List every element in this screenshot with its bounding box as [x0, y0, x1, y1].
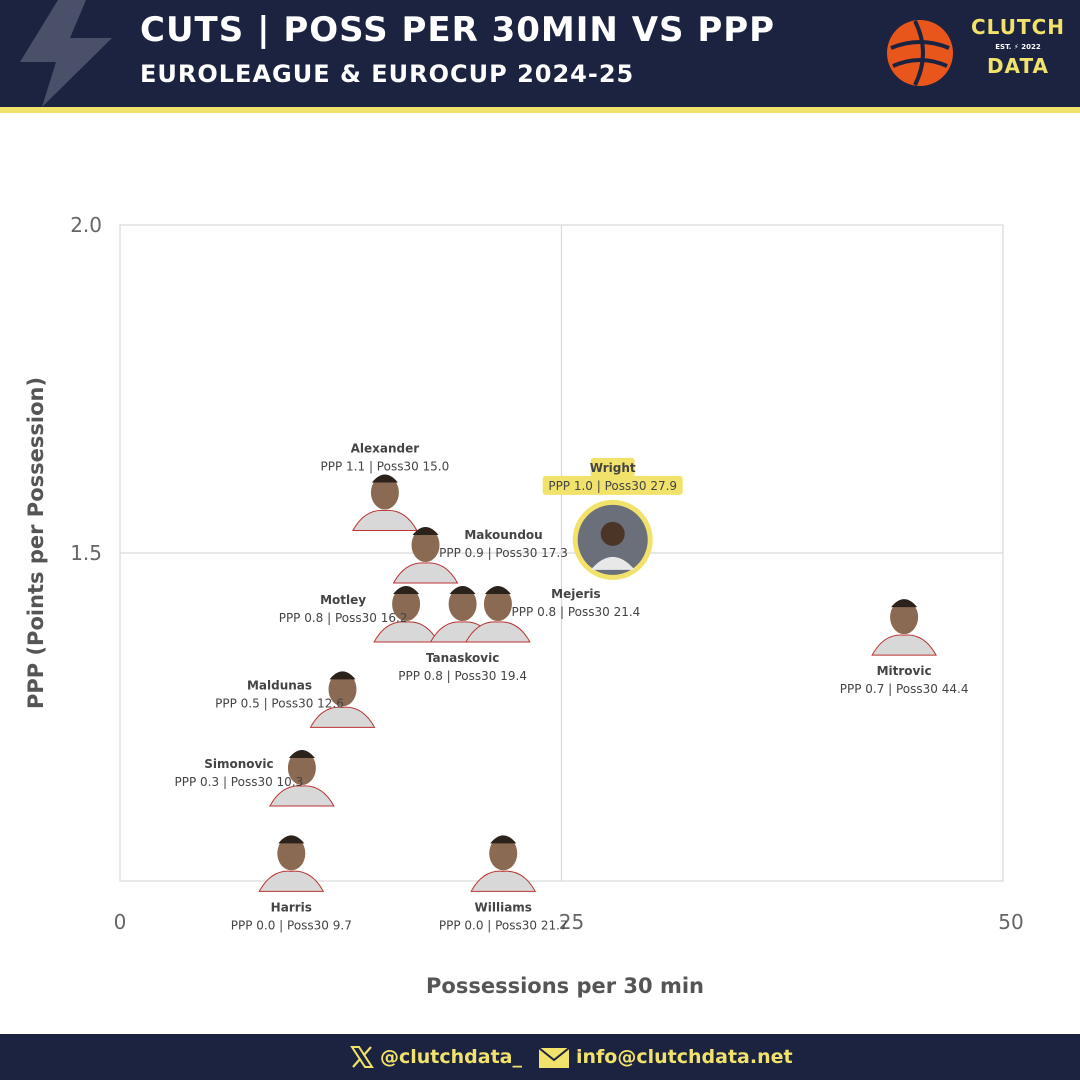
- lightning-bolt-icon: [20, 0, 112, 107]
- x-logo-icon: [350, 1046, 374, 1068]
- player-hair: [278, 835, 305, 844]
- x-axis-title: Possessions per 30 min: [426, 974, 704, 998]
- player-stat-label: PPP 0.0 | Poss30 21.7: [439, 918, 568, 932]
- player-name-label: Mitrovic: [877, 664, 932, 678]
- contact-email[interactable]: info@clutchdata.net: [576, 1046, 793, 1068]
- highlight-stat-bg: [542, 475, 683, 495]
- highlight-name-bg: [590, 457, 635, 477]
- player-jersey: [470, 870, 537, 892]
- player-head: [448, 587, 477, 622]
- player-point[interactable]: Mitrovic PPP 0.7 | Poss30 44.4: [840, 599, 969, 696]
- player-hair: [371, 474, 398, 483]
- player-hair: [891, 599, 918, 608]
- x-tick-label: 0: [114, 910, 127, 934]
- x-tick-label: 50: [998, 910, 1023, 934]
- player-hair: [393, 586, 420, 595]
- player-stat-label: PPP 0.3 | Poss30 10.3: [175, 775, 304, 789]
- player-jersey: [269, 785, 335, 807]
- player-name-label: Mejeris: [551, 587, 601, 601]
- euroleague-ball-icon: [887, 20, 953, 86]
- player-point[interactable]: Makoundou PPP 0.9 | Poss30 17.3: [392, 527, 568, 584]
- scatter-chart: 0 25 50 1.5 2.0 Alexander PPP 1.1 | Poss30 15…: [24, 213, 1024, 998]
- player-name-label: Williams: [475, 900, 532, 914]
- clutch-data-logo: CLUTCH EST. ⚡ 2022 DATA: [970, 15, 1065, 78]
- player-name-label: Motley: [320, 593, 366, 607]
- player-jersey: [590, 556, 635, 570]
- player-stat-label: PPP 0.8 | Poss30 21.4: [512, 605, 641, 619]
- player-stat-label: PPP 0.5 | Poss30 12.6: [215, 696, 344, 710]
- player-jersey: [373, 621, 439, 643]
- y-tick-label: 2.0: [70, 213, 102, 237]
- player-stat-label: PPP 0.8 | Poss30 19.4: [398, 669, 527, 683]
- player-jersey: [871, 634, 937, 656]
- player-point[interactable]: Motley PPP 0.8 | Poss30 16.2: [279, 586, 439, 643]
- y-axis-title: PPP (Points per Possession): [24, 377, 48, 709]
- player-name-label: Harris: [271, 900, 312, 914]
- player-jersey: [465, 621, 531, 643]
- player-head: [392, 587, 421, 622]
- player-point[interactable]: Harris PPP 0.0 | Poss30 9.7: [231, 835, 352, 932]
- player-point[interactable]: Alexander PPP 1.1 | Poss30 15.0: [321, 442, 450, 532]
- player-point[interactable]: Mejeris PPP 0.8 | Poss30 21.4: [465, 586, 641, 643]
- player-head: [483, 587, 512, 622]
- player-head: [600, 521, 625, 546]
- player-hair: [288, 750, 315, 759]
- footer-bar: @clutchdata_ info@clutchdata.net: [0, 1034, 1080, 1080]
- player-hair: [329, 671, 356, 680]
- player-hair: [449, 586, 476, 595]
- player-head: [370, 475, 399, 510]
- player-head: [328, 672, 357, 707]
- twitter-handle[interactable]: @clutchdata_: [380, 1046, 522, 1068]
- player-head: [277, 836, 306, 871]
- player-head: [489, 836, 518, 871]
- player-name-label: Maldunas: [247, 678, 312, 692]
- player-hair: [412, 527, 439, 535]
- player-head: [287, 751, 316, 786]
- player-jersey: [352, 509, 418, 532]
- player-point[interactable]: Simonovic PPP 0.3 | Poss30 10.3: [175, 750, 335, 807]
- page-title: CUTS | POSS PER 30MIN VS PPP: [140, 10, 776, 50]
- player-head: [890, 600, 919, 635]
- x-tick-label: 25: [559, 910, 584, 934]
- player-point[interactable]: Williams PPP 0.0 | Poss30 21.7: [439, 835, 568, 932]
- player-name-label: Tanaskovic: [426, 651, 499, 665]
- player-stat-label: PPP 0.0 | Poss30 9.7: [231, 918, 352, 932]
- player-head: [411, 528, 440, 562]
- player-stat-label: PPP 0.7 | Poss30 44.4: [840, 682, 969, 696]
- player-name-label: Alexander: [351, 442, 420, 456]
- player-name-label: Wright: [590, 461, 636, 475]
- player-hair: [484, 586, 511, 595]
- page-subtitle: EUROLEAGUE & EUROCUP 2024-25: [140, 60, 635, 88]
- player-jersey: [309, 706, 376, 728]
- player-name-label: Makoundou: [464, 528, 542, 542]
- player-name-label: Simonovic: [204, 757, 273, 771]
- header-banner: CUTS | POSS PER 30MIN VS PPP EUROLEAGUE …: [0, 0, 1080, 107]
- player-stat-label: PPP 1.1 | Poss30 15.0: [321, 460, 450, 474]
- y-tick-label: 1.5: [70, 541, 102, 565]
- player-hair: [490, 835, 517, 844]
- player-point[interactable]: Maldunas PPP 0.5 | Poss30 12.6: [215, 671, 376, 728]
- player-jersey: [392, 562, 459, 584]
- header-accent-stripe: [0, 107, 1080, 113]
- player-stat-label: PPP 0.8 | Poss30 16.2: [279, 611, 408, 625]
- envelope-icon: [538, 1047, 570, 1068]
- player-stat-label: PPP 1.0 | Poss30 27.9: [548, 479, 677, 493]
- player-point[interactable]: Wright PPP 1.0 | Poss30 27.9: [542, 457, 683, 580]
- player-jersey: [258, 870, 325, 892]
- player-stat-label: PPP 0.9 | Poss30 17.3: [439, 546, 568, 560]
